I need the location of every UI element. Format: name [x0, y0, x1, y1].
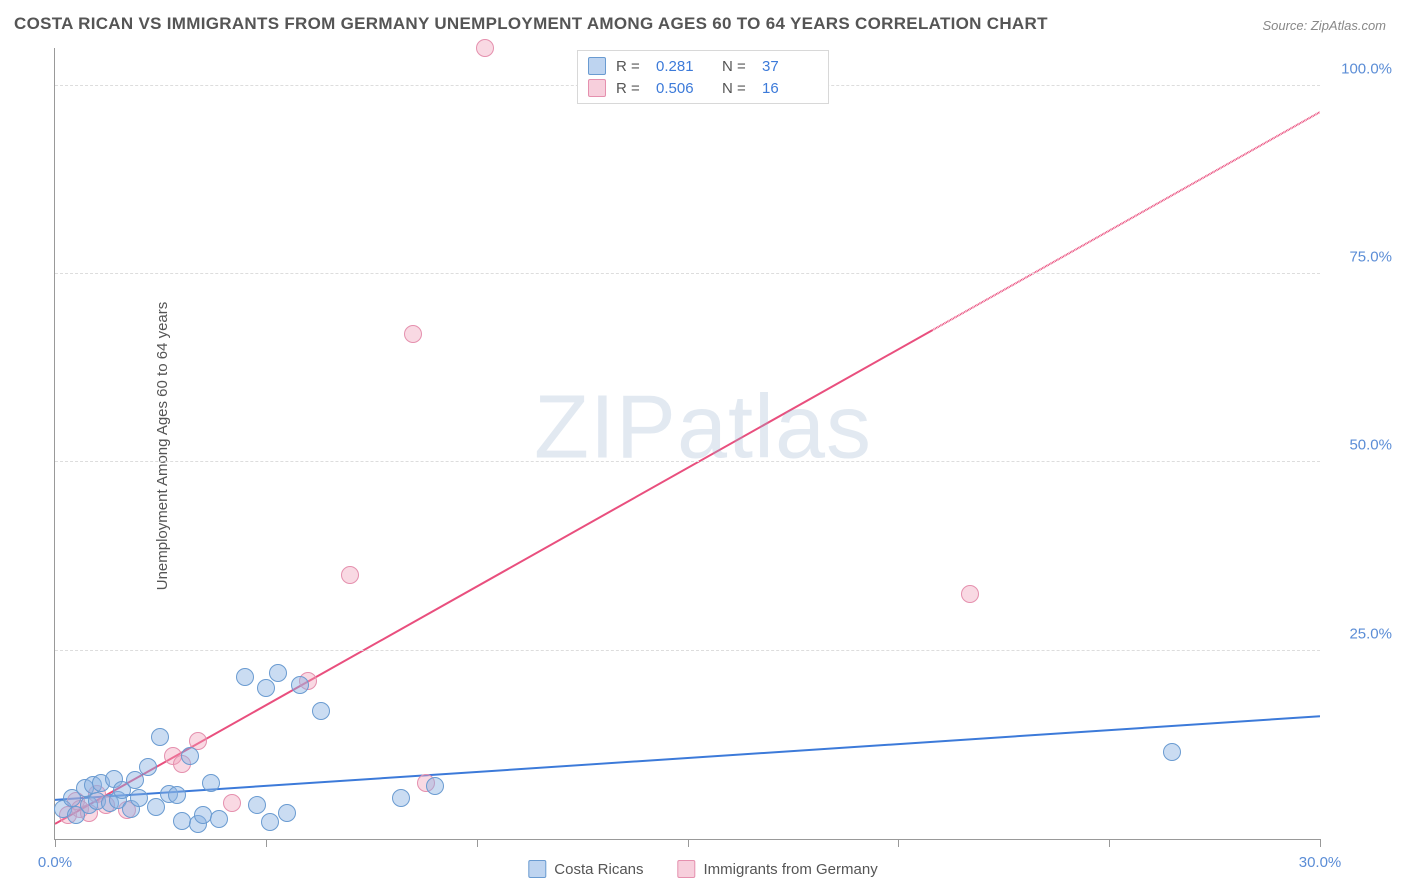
xtick: [55, 839, 56, 847]
xtick: [1320, 839, 1321, 847]
scatter-point: [181, 747, 199, 765]
scatter-point: [223, 794, 241, 812]
legend-row-blue: R = 0.281 N = 37: [588, 55, 818, 77]
r-label: R =: [616, 58, 646, 75]
legend-label-pink: Immigrants from Germany: [704, 861, 878, 878]
r-value-blue: 0.281: [656, 58, 712, 75]
scatter-point: [291, 676, 309, 694]
scatter-point: [194, 806, 212, 824]
scatter-point: [312, 702, 330, 720]
scatter-point: [269, 664, 287, 682]
trend-lines-svg: [55, 48, 1320, 839]
n-value-pink: 16: [762, 80, 818, 97]
gridline: [55, 650, 1320, 651]
ytick-label: 75.0%: [1328, 249, 1392, 266]
ytick-label: 25.0%: [1328, 625, 1392, 642]
swatch-blue-icon: [588, 57, 606, 75]
n-value-blue: 37: [762, 58, 818, 75]
chart-title: COSTA RICAN VS IMMIGRANTS FROM GERMANY U…: [14, 14, 1048, 34]
scatter-point: [202, 774, 220, 792]
xtick-label: 30.0%: [1299, 854, 1342, 871]
xtick-label: 0.0%: [38, 854, 72, 871]
scatter-point: [341, 566, 359, 584]
scatter-point: [147, 798, 165, 816]
swatch-blue-icon: [528, 860, 546, 878]
legend-item-blue: Costa Ricans: [528, 860, 643, 878]
scatter-point: [257, 679, 275, 697]
xtick: [1109, 839, 1110, 847]
r-label: R =: [616, 80, 646, 97]
swatch-pink-icon: [588, 79, 606, 97]
xtick: [477, 839, 478, 847]
scatter-point: [173, 812, 191, 830]
legend-label-blue: Costa Ricans: [554, 861, 643, 878]
swatch-pink-icon: [678, 860, 696, 878]
scatter-point: [130, 789, 148, 807]
scatter-point: [236, 668, 254, 686]
legend-correlation-box: R = 0.281 N = 37 R = 0.506 N = 16: [577, 50, 829, 104]
plot-area: 25.0%50.0%75.0%100.0%0.0%30.0%: [54, 48, 1320, 840]
gridline: [55, 273, 1320, 274]
scatter-point: [139, 758, 157, 776]
xtick: [688, 839, 689, 847]
scatter-point: [151, 728, 169, 746]
scatter-point: [1163, 743, 1181, 761]
scatter-point: [404, 325, 422, 343]
gridline: [55, 461, 1320, 462]
ytick-label: 50.0%: [1328, 437, 1392, 454]
n-label: N =: [722, 58, 752, 75]
scatter-point: [248, 796, 266, 814]
ytick-label: 100.0%: [1328, 60, 1392, 77]
legend-row-pink: R = 0.506 N = 16: [588, 77, 818, 99]
scatter-point: [168, 786, 186, 804]
n-label: N =: [722, 80, 752, 97]
xtick: [898, 839, 899, 847]
scatter-point: [961, 585, 979, 603]
legend-series: Costa Ricans Immigrants from Germany: [528, 860, 877, 878]
scatter-point: [426, 777, 444, 795]
xtick: [266, 839, 267, 847]
scatter-point: [261, 813, 279, 831]
source-attribution: Source: ZipAtlas.com: [1262, 18, 1386, 33]
scatter-point: [278, 804, 296, 822]
scatter-point: [476, 39, 494, 57]
scatter-point: [210, 810, 228, 828]
r-value-pink: 0.506: [656, 80, 712, 97]
legend-item-pink: Immigrants from Germany: [678, 860, 878, 878]
scatter-point: [392, 789, 410, 807]
